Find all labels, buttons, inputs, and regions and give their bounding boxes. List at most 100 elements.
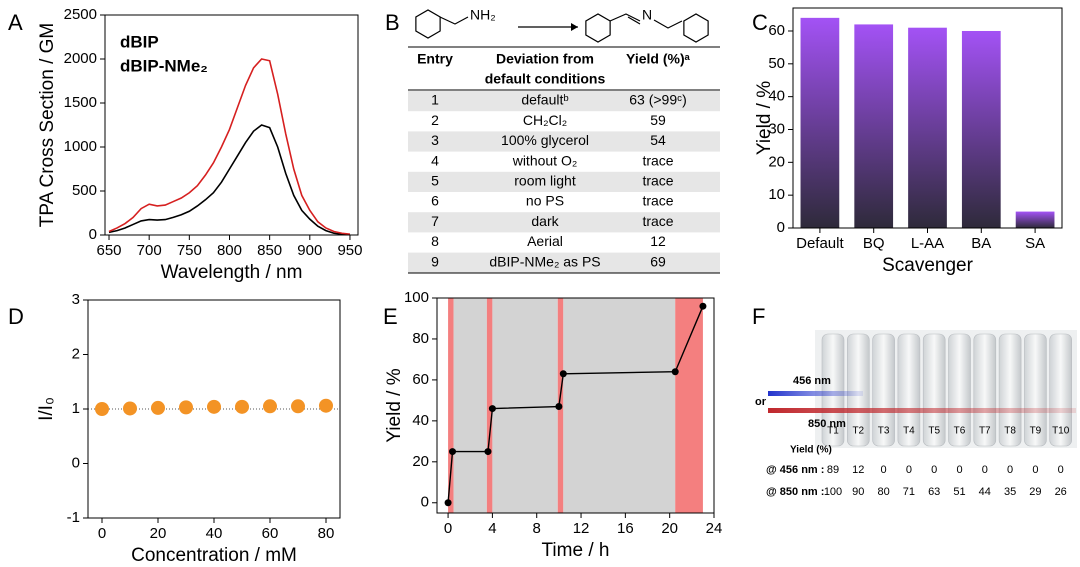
tube (897, 333, 921, 447)
data-point (699, 302, 707, 310)
connector-label: or (755, 396, 767, 408)
yield-value: 63 (928, 486, 940, 498)
yield-value: 35 (1004, 486, 1016, 498)
row-shade (408, 171, 720, 192)
table-cell: CH₂Cl₂ (523, 112, 567, 128)
x-tick-label: 850 (257, 242, 282, 259)
benzene-ring (683, 13, 709, 43)
yield-value: 0 (982, 464, 988, 476)
x-tick-label: L-AA (911, 235, 944, 252)
yield-value: 12 (852, 464, 864, 476)
data-point (95, 402, 109, 416)
data-point (151, 400, 165, 415)
y-tick-label: 2000 (64, 50, 97, 67)
tube (922, 333, 946, 447)
row-shade (408, 91, 720, 112)
table-cell: dark (531, 213, 559, 229)
legend-entry: dBIP (120, 32, 159, 51)
panel-letter: A (8, 10, 23, 35)
yield-value: 0 (1007, 464, 1013, 476)
row-shade (408, 212, 720, 233)
column-header: Deviation from (496, 51, 594, 67)
benzene-ring (585, 13, 611, 43)
data-point (291, 399, 305, 414)
tube-label: T1 (827, 426, 839, 437)
y-tick-label: 2 (72, 345, 80, 362)
yield-value: 0 (1058, 464, 1064, 476)
shaded-span (486, 298, 493, 513)
line-series (447, 305, 704, 503)
data-point (484, 448, 492, 456)
x-tick-label: 4 (488, 520, 496, 537)
y-tick-label: 1 (72, 400, 80, 417)
x-tick-label: 750 (177, 242, 202, 259)
tube (948, 333, 971, 447)
yield-value: 51 (953, 486, 965, 498)
row-label: @ 850 nm : (766, 486, 824, 498)
benzene-ring (415, 9, 441, 39)
y-tick-label: 1500 (64, 94, 97, 111)
beam-label: 456 nm (793, 375, 831, 387)
data-point (235, 399, 249, 414)
yield-header: Yield (%) (790, 445, 832, 456)
x-axis-title: Concentration / mM (131, 545, 297, 566)
x-tick-label: 40 (206, 525, 223, 542)
y-axis-title: Yield / % (384, 368, 405, 442)
beam-label: 850 nm (808, 418, 846, 430)
row-label: @ 456 nm : (766, 464, 824, 476)
x-tick-label: 900 (297, 242, 322, 259)
table-cell: 4 (431, 152, 439, 168)
tube-label: T2 (852, 426, 864, 437)
yield-value: 90 (852, 486, 864, 498)
data-point (488, 405, 496, 413)
table-cell: 54 (650, 132, 666, 148)
yield-value: 26 (1055, 486, 1067, 498)
y-tick-label: 1000 (64, 138, 97, 155)
table-cell: 100% glycerol (501, 132, 589, 148)
yield-value: 0 (1032, 464, 1038, 476)
x-tick-label: 12 (573, 520, 590, 537)
table-cell: 63 (>99ᶜ) (629, 92, 687, 108)
bond (653, 19, 683, 29)
table-cell: without O₂ (512, 152, 578, 168)
yield-value: 100 (824, 486, 842, 498)
x-tick-label: 0 (98, 525, 106, 542)
table-cell: no PS (526, 193, 564, 209)
bond (439, 16, 469, 25)
x-tick-label: 700 (137, 242, 162, 259)
y-tick-label: 3 (72, 291, 80, 308)
x-tick-label: 80 (318, 525, 335, 542)
arrow-head (571, 23, 578, 31)
y-tick-label: 80 (412, 330, 429, 347)
x-tick-label: 950 (337, 242, 362, 259)
x-tick-label: 8 (533, 520, 541, 537)
tube (1024, 333, 1047, 447)
y-tick-label: 100 (404, 289, 429, 306)
y-tick-label: 10 (768, 186, 785, 203)
x-tick-label: BQ (863, 235, 885, 252)
yield-value: 71 (903, 486, 915, 498)
data-point (559, 370, 567, 378)
tube (821, 333, 845, 447)
yield-value: 29 (1029, 486, 1041, 498)
tube (872, 333, 895, 447)
table-cell: dBIP-NMe₂ as PS (489, 253, 600, 269)
table-cell: 59 (650, 112, 666, 128)
y-tick-label: 0 (72, 454, 80, 471)
plot-frame (792, 7, 1063, 229)
table-cell: trace (642, 173, 673, 189)
x-tick-label: 800 (217, 242, 242, 259)
data-point (263, 399, 277, 414)
tube (998, 333, 1022, 447)
column-header: Entry (417, 51, 453, 67)
table-cell: 1 (431, 92, 439, 108)
x-tick-label: 20 (661, 520, 678, 537)
tube (973, 333, 997, 447)
shaded-span (563, 298, 676, 513)
bar (854, 24, 894, 229)
legend-entry: dBIP-NMe₂ (120, 56, 208, 75)
panel-letter: D (8, 304, 24, 329)
table-cell: trace (642, 213, 673, 229)
yield-value: 44 (979, 486, 991, 498)
